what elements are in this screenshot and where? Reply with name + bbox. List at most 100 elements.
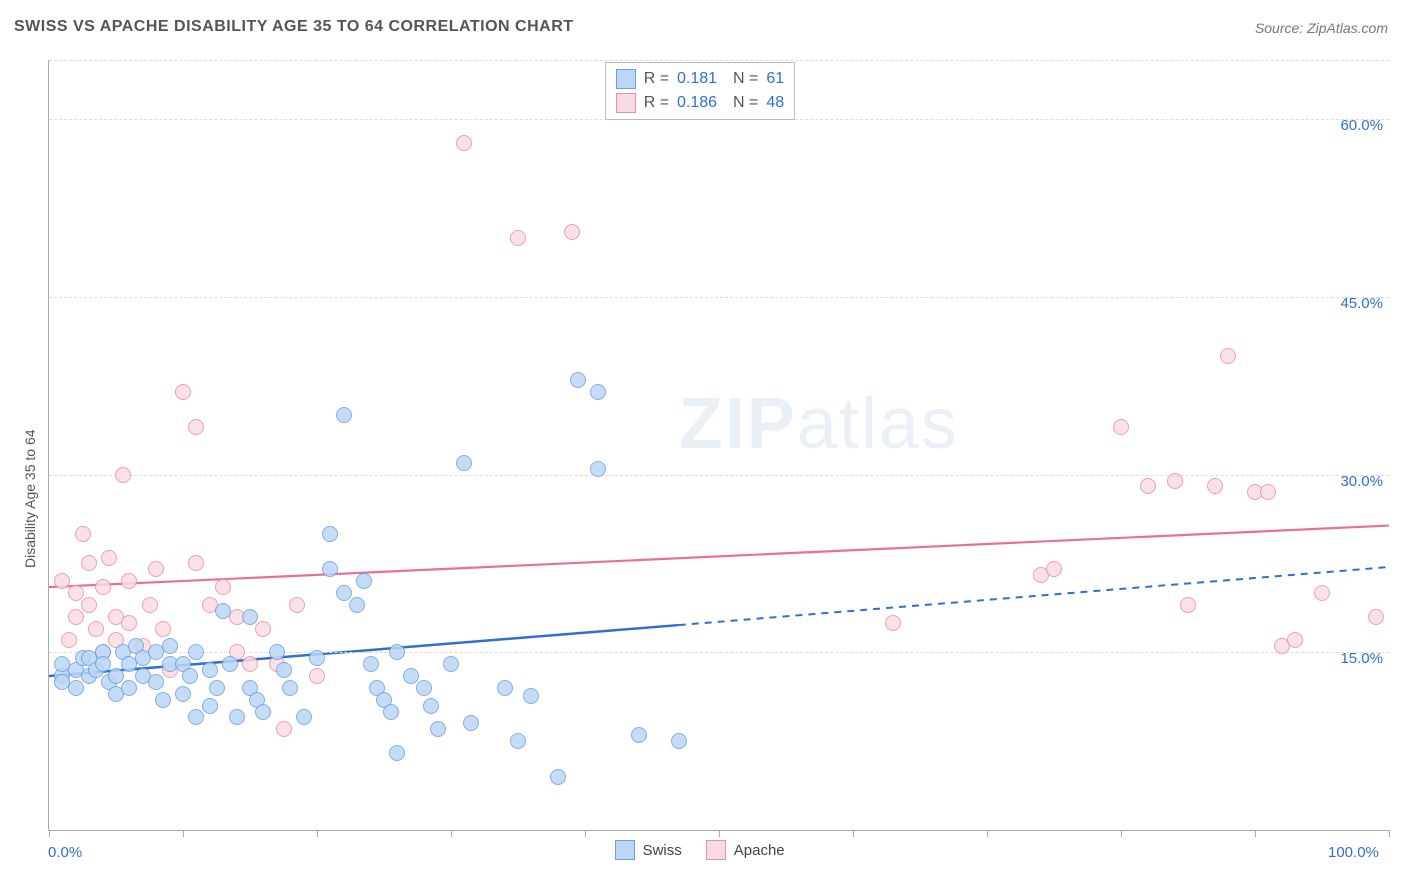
gridline (49, 297, 1389, 298)
data-point-apache (175, 384, 191, 400)
data-point-apache (1140, 478, 1156, 494)
data-point-swiss (403, 668, 419, 684)
data-point-swiss (322, 526, 338, 542)
data-point-apache (155, 621, 171, 637)
trend-lines-layer (49, 60, 1389, 830)
x-tick (1121, 830, 1122, 837)
data-point-apache (142, 597, 158, 613)
data-point-swiss (356, 573, 372, 589)
data-point-apache (276, 721, 292, 737)
data-point-apache (1046, 561, 1062, 577)
legend-item-swiss: Swiss (615, 840, 682, 860)
stats-row-swiss: R =0.181N =61 (616, 67, 784, 91)
n-label: N = (733, 94, 758, 112)
data-point-swiss (162, 638, 178, 654)
data-point-swiss (456, 455, 472, 471)
data-point-apache (1167, 473, 1183, 489)
data-point-apache (1287, 632, 1303, 648)
swatch-icon (706, 840, 726, 860)
data-point-swiss (349, 597, 365, 613)
data-point-apache (309, 668, 325, 684)
swatch-icon (615, 840, 635, 860)
data-point-swiss (523, 688, 539, 704)
x-tick (719, 830, 720, 837)
data-point-apache (1180, 597, 1196, 613)
data-point-swiss (590, 384, 606, 400)
data-point-swiss (202, 698, 218, 714)
data-point-apache (188, 555, 204, 571)
data-point-apache (289, 597, 305, 613)
data-point-swiss (209, 680, 225, 696)
data-point-swiss (309, 650, 325, 666)
r-value: 0.186 (677, 94, 725, 112)
watermark: ZIPatlas (679, 383, 959, 465)
gridline (49, 60, 1389, 61)
data-point-swiss (296, 709, 312, 725)
data-point-swiss (416, 680, 432, 696)
data-point-swiss (188, 709, 204, 725)
data-point-apache (1113, 419, 1129, 435)
y-tick-label: 15.0% (1340, 650, 1383, 667)
data-point-apache (1260, 484, 1276, 500)
data-point-swiss (363, 656, 379, 672)
source-attribution: Source: ZipAtlas.com (1255, 20, 1388, 36)
r-label: R = (644, 70, 669, 88)
data-point-swiss (383, 704, 399, 720)
data-point-swiss (255, 704, 271, 720)
data-point-apache (81, 555, 97, 571)
data-point-swiss (389, 644, 405, 660)
data-point-swiss (671, 733, 687, 749)
data-point-apache (68, 585, 84, 601)
data-point-apache (242, 656, 258, 672)
x-tick (853, 830, 854, 837)
data-point-apache (456, 135, 472, 151)
data-point-swiss (570, 372, 586, 388)
y-axis-label: Disability Age 35 to 64 (22, 430, 38, 569)
data-point-swiss (430, 721, 446, 737)
data-point-apache (61, 632, 77, 648)
data-point-apache (1314, 585, 1330, 601)
data-point-apache (564, 224, 580, 240)
gridline (49, 652, 1389, 653)
data-point-apache (121, 573, 137, 589)
data-point-apache (121, 615, 137, 631)
n-label: N = (733, 70, 758, 88)
legend-item-apache: Apache (706, 840, 785, 860)
data-point-apache (255, 621, 271, 637)
stats-row-apache: R =0.186N =48 (616, 91, 784, 115)
x-tick (183, 830, 184, 837)
watermark-rest: atlas (797, 384, 959, 464)
data-point-swiss (276, 662, 292, 678)
r-label: R = (644, 94, 669, 112)
data-point-swiss (336, 407, 352, 423)
data-point-swiss (188, 644, 204, 660)
y-tick-label: 30.0% (1340, 473, 1383, 490)
data-point-swiss (336, 585, 352, 601)
data-point-swiss (463, 715, 479, 731)
data-point-apache (88, 621, 104, 637)
x-tick (1389, 830, 1390, 837)
data-point-apache (54, 573, 70, 589)
legend-label: Apache (734, 842, 785, 859)
data-point-apache (188, 419, 204, 435)
data-point-swiss (590, 461, 606, 477)
data-point-swiss (497, 680, 513, 696)
x-tick (49, 830, 50, 837)
data-point-apache (68, 609, 84, 625)
data-point-apache (1220, 348, 1236, 364)
data-point-swiss (95, 656, 111, 672)
x-tick (585, 830, 586, 837)
data-point-swiss (550, 769, 566, 785)
data-point-swiss (202, 662, 218, 678)
data-point-swiss (175, 686, 191, 702)
data-point-apache (81, 597, 97, 613)
stats-legend: R =0.181N =61R =0.186N =48 (605, 62, 795, 120)
data-point-apache (885, 615, 901, 631)
data-point-swiss (155, 692, 171, 708)
y-tick-label: 60.0% (1340, 117, 1383, 134)
x-tick-label: 100.0% (1328, 844, 1379, 861)
chart-title: SWISS VS APACHE DISABILITY AGE 35 TO 64 … (14, 18, 574, 36)
x-tick (451, 830, 452, 837)
gridline (49, 475, 1389, 476)
x-tick (987, 830, 988, 837)
